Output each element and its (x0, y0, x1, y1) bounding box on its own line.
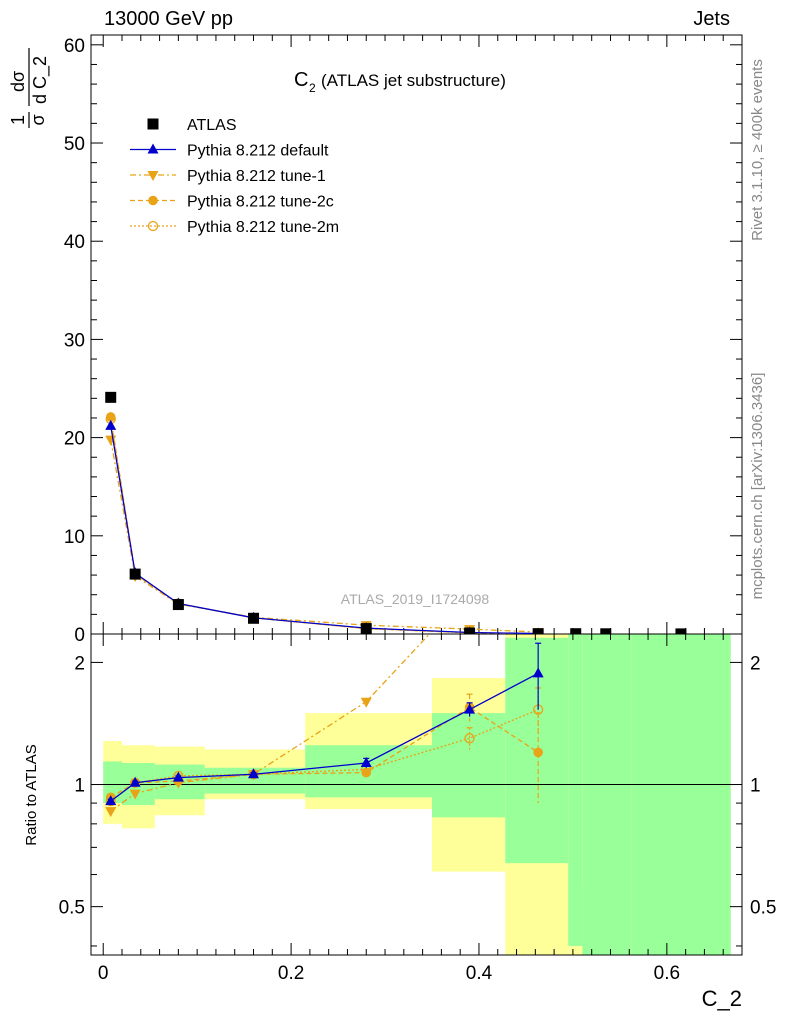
labels-layer: C 2 (ATLAS jet substructure) ATLAS_2019_… (8, 48, 766, 1011)
side-label-rivet: Rivet 3.1.10, ≥ 400k events (749, 59, 766, 241)
top-panel-series (105, 391, 687, 634)
point-ratio-default (129, 776, 141, 787)
y-tick-label-bottom-left: 1 (74, 776, 85, 797)
header-process-label: Jets (693, 8, 730, 30)
y-tick-label-top: 60 (64, 36, 85, 57)
y-tick-label-bottom-left: 0.5 (59, 898, 85, 919)
y-tick-label-bottom-right: 1 (750, 776, 761, 797)
ratio-panel-series (105, 560, 544, 818)
point-ratio-tune2c (533, 747, 543, 758)
legend-marker-default (147, 143, 159, 154)
legend-label-default: Pythia 8.212 default (187, 143, 329, 160)
point-ratio-default (172, 771, 184, 782)
chart-title-main: C (294, 69, 308, 91)
band-green-9 (631, 634, 731, 955)
x-tick-label: 0 (98, 963, 109, 984)
point-atlas (248, 612, 260, 624)
point-ratio-default (532, 667, 544, 678)
x-tick-label: 0.6 (654, 963, 680, 984)
point-atlas (600, 628, 612, 634)
side-label-mcplots: mcplots.cern.ch [arXiv:1306.3436] (749, 373, 766, 600)
ratio-bands (103, 634, 731, 955)
point-ratio-default (105, 795, 117, 806)
legend-marker-tune2c (148, 195, 158, 206)
point-atlas (675, 628, 687, 634)
y-tick-label-top: 30 (64, 330, 85, 351)
header-energy-label: 13000 GeV pp (104, 8, 233, 30)
point-ratio-default (360, 756, 372, 767)
point-top-default (105, 419, 117, 430)
x-tick-label: 0.4 (466, 963, 493, 984)
plot-frames (90, 34, 743, 956)
point-atlas (570, 628, 582, 634)
ylabel-dden: d C_2 (30, 56, 51, 104)
point-ratio-default (464, 703, 476, 714)
band-green-7 (568, 634, 583, 946)
point-atlas (360, 623, 372, 634)
point-atlas (464, 627, 476, 634)
point-ratio-default (248, 768, 260, 779)
legend-marker-tune1 (147, 171, 159, 181)
y-tick-label-top: 0 (74, 625, 85, 646)
point-ratio-tune1 (129, 789, 141, 800)
bottom-panel-frame (90, 633, 743, 956)
point-ratio-tune2m (464, 733, 475, 744)
point-ratio-tune1 (360, 697, 372, 708)
y-tick-label-top: 20 (64, 429, 85, 450)
point-ratio-tune1 (105, 807, 117, 818)
y-axis-label-bottom: Ratio to ATLAS (23, 744, 40, 845)
axis-ticks: 0 0.2 0.4 0.6 0 10 20 30 40 50 60 0.5 0.5 1 1 2 2 (59, 35, 776, 984)
point-atlas (532, 628, 544, 634)
ylabel-dnum: dσ (8, 71, 28, 92)
watermark-label: ATLAS_2019_I1724098 (341, 591, 490, 607)
series-layer (105, 391, 687, 818)
band-green-5 (432, 713, 506, 818)
point-atlas (172, 599, 184, 611)
chart-title-rest: (ATLAS jet substructure) (321, 71, 506, 90)
chart-title-sub: 2 (309, 81, 316, 95)
legend-marker-atlas (147, 118, 159, 130)
ylabel-frac-den: σ (28, 114, 48, 125)
point-atlas (105, 391, 117, 403)
band-green-8 (582, 634, 632, 955)
legend-label-atlas: ATLAS (187, 117, 237, 134)
y-tick-label-top: 10 (64, 527, 85, 548)
y-tick-label-top: 50 (64, 134, 85, 155)
point-ratio-tune2c (361, 767, 372, 778)
point-atlas (129, 568, 141, 580)
y-tick-label-bottom-left: 2 (74, 653, 85, 674)
point-ratio-tune1 (533, 560, 544, 570)
point-top-tune1 (105, 435, 117, 446)
x-tick-label: 0.2 (278, 963, 304, 984)
y-tick-label-bottom-right: 2 (750, 653, 761, 674)
ylabel-frac-num: 1 (8, 115, 28, 125)
legend-label-tune1: Pythia 8.212 tune-1 (187, 168, 326, 185)
legend-marker-tune2m (147, 220, 159, 232)
point-top-tune2c (105, 412, 116, 422)
x-axis-label: C_2 (702, 986, 742, 1011)
legend-label-tune2c: Pythia 8.212 tune-2c (187, 194, 334, 211)
legend-label-tune2m: Pythia 8.212 tune-2m (187, 219, 339, 236)
y-tick-label-bottom-right: 0.5 (750, 898, 776, 919)
y-axis-label-top: 1 σ dσ d C_2 (8, 48, 51, 128)
legend: ATLAS Pythia 8.212 default Pythia 8.212 tu… (130, 117, 339, 236)
y-tick-label-top: 40 (64, 232, 85, 253)
